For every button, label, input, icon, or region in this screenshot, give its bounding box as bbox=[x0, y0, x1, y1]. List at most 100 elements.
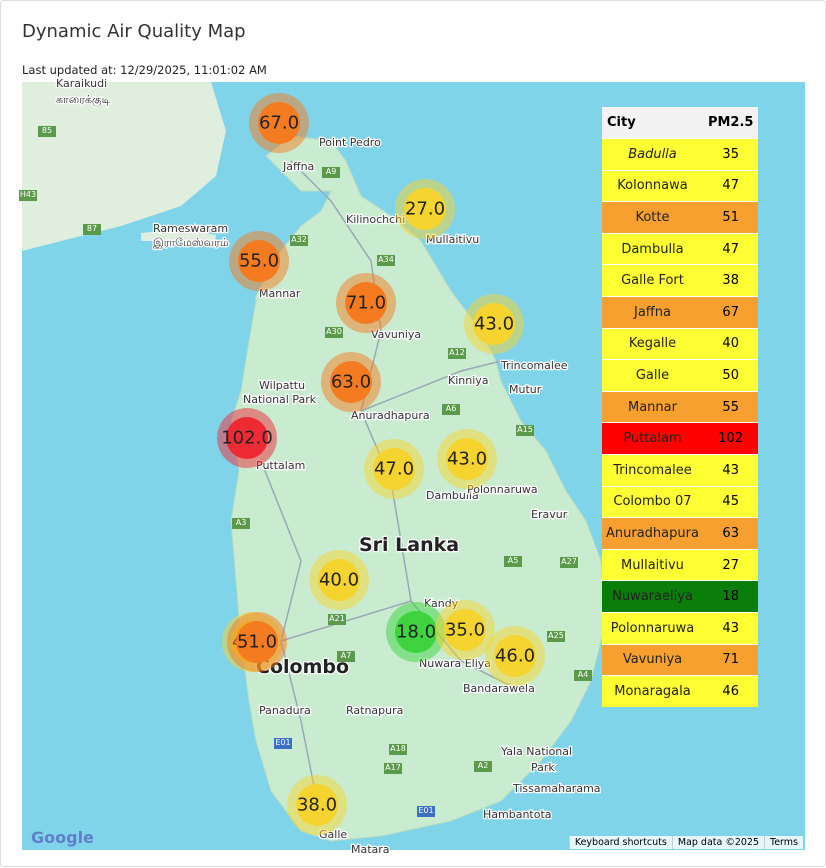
aq-marker[interactable]: 43.0 bbox=[437, 429, 497, 489]
pm-cell: 50 bbox=[702, 359, 759, 392]
road-label: A25 bbox=[548, 631, 564, 640]
road-label: A21 bbox=[329, 614, 345, 623]
road-label: A5 bbox=[508, 556, 519, 565]
city-cell: Galle bbox=[602, 359, 703, 392]
place-label: Nuwara Eliya bbox=[419, 657, 491, 670]
aq-marker[interactable]: 102.0 bbox=[217, 408, 277, 468]
aq-marker[interactable]: 51.0 bbox=[227, 612, 287, 672]
aq-marker[interactable]: 27.0 bbox=[395, 179, 455, 239]
aq-marker[interactable]: 18.0 bbox=[386, 602, 446, 662]
aq-marker[interactable]: 67.0 bbox=[249, 93, 309, 153]
aq-marker[interactable]: 40.0 bbox=[309, 550, 369, 610]
road-shield bbox=[448, 348, 466, 359]
table-row: Galle Fort 38 bbox=[602, 264, 759, 297]
aq-marker[interactable]: 47.0 bbox=[364, 439, 424, 499]
pm-cell: 47 bbox=[702, 232, 759, 265]
road-shield bbox=[19, 190, 37, 201]
place-label: இராமேஸ்வரம் bbox=[153, 236, 229, 249]
place-label: Vavuniya bbox=[371, 328, 421, 341]
road-label: E01 bbox=[418, 806, 433, 815]
road-label: A18 bbox=[390, 744, 406, 753]
city-cell: Colombo 07 bbox=[602, 485, 703, 518]
road-label: A3 bbox=[236, 518, 247, 527]
aq-marker[interactable]: 55.0 bbox=[229, 231, 289, 291]
table-row: Puttalam 102 bbox=[602, 422, 759, 455]
marker-label: 51.0 bbox=[237, 632, 277, 653]
table-row: Polonnaruwa 43 bbox=[602, 611, 759, 644]
marker-core bbox=[473, 303, 515, 345]
marker-label: 46.0 bbox=[495, 646, 535, 667]
aq-marker[interactable]: 46.0 bbox=[485, 626, 545, 686]
updated: Last updated at: 12/29/2025, 11:01:02 AM bbox=[22, 63, 267, 77]
table-row: Jaffna 67 bbox=[602, 295, 759, 329]
city-cell: Anuradhapura bbox=[602, 517, 703, 550]
pm-cell: 18 bbox=[702, 580, 759, 613]
aq-marker[interactable]: 63.0 bbox=[321, 352, 381, 412]
road-shield bbox=[547, 631, 565, 642]
aq-marker[interactable]: 38.0 bbox=[287, 775, 347, 835]
pm-cell: 51 bbox=[702, 201, 759, 234]
table-row: Kegalle 40 bbox=[602, 327, 759, 360]
place-label: Panadura bbox=[259, 704, 311, 717]
place-label: Anuradhapura bbox=[351, 409, 430, 422]
pm-cell: 102 bbox=[702, 422, 759, 455]
marker-core bbox=[404, 188, 446, 230]
road-shield bbox=[417, 806, 435, 817]
pm-cell: 55 bbox=[702, 390, 759, 423]
road-shield bbox=[377, 255, 395, 266]
city-cell: Mullaitivu bbox=[602, 548, 703, 581]
place-label: Mutur bbox=[509, 383, 542, 396]
aq-marker[interactable]: 71.0 bbox=[336, 273, 396, 333]
marker-core bbox=[258, 102, 300, 144]
marker-core bbox=[330, 361, 372, 403]
marker-core bbox=[238, 240, 280, 282]
city-cell: Dambulla bbox=[602, 232, 703, 265]
place-label: Rameswaram bbox=[153, 222, 228, 235]
pm-cell: 46 bbox=[702, 675, 759, 707]
pm-cell: 47 bbox=[702, 169, 759, 202]
marker-core bbox=[494, 635, 536, 677]
table-row: Galle 50 bbox=[602, 359, 759, 392]
table-row: Anuradhapura 63 bbox=[602, 517, 759, 550]
place-label: Park bbox=[531, 761, 555, 774]
link[interactable]: Keyboard shortcuts bbox=[568, 836, 672, 849]
city-cell: Jaffna bbox=[602, 295, 703, 329]
place-label: Tissamaharama bbox=[512, 782, 601, 795]
pm-table: City PM2.5 Badulla 35 Kolonnawa 47 Kotte 51 Damb… bbox=[602, 107, 759, 707]
pm-cell: 40 bbox=[702, 327, 759, 360]
place-label: Matara bbox=[351, 843, 390, 856]
road-shield bbox=[384, 763, 402, 774]
aq-marker[interactable]: 43.0 bbox=[464, 294, 524, 354]
road-label: A32 bbox=[291, 235, 307, 244]
place-label: Jaffna bbox=[282, 160, 314, 173]
road-shield bbox=[325, 327, 343, 338]
link[interactable]: Terms bbox=[764, 836, 803, 849]
place-label: Puttalam bbox=[256, 459, 305, 472]
road-shield bbox=[290, 235, 308, 246]
marker-label: 63.0 bbox=[331, 372, 371, 393]
aq-marker[interactable]: 35.0 bbox=[435, 600, 495, 660]
road-label: A2 bbox=[478, 761, 489, 770]
road-shield bbox=[38, 126, 56, 137]
table-row: Mullaitivu 27 bbox=[602, 548, 759, 581]
pm-cell: 67 bbox=[702, 295, 759, 329]
road-shield bbox=[232, 518, 250, 529]
col-header: City bbox=[602, 107, 703, 139]
table-row: Badulla 35 bbox=[602, 138, 759, 171]
pm-cell: 43 bbox=[702, 611, 759, 644]
place-label: National Park bbox=[243, 393, 317, 406]
marker-label: 43.0 bbox=[447, 449, 487, 470]
place-label: Wilpattu bbox=[259, 379, 305, 392]
road-shield bbox=[442, 404, 460, 415]
place-label: Trincomalee bbox=[500, 359, 568, 372]
place-label: Sri Lanka bbox=[359, 534, 459, 556]
road-label: 85 bbox=[42, 126, 52, 135]
city-cell: Badulla bbox=[602, 138, 703, 171]
marker-label: 18.0 bbox=[396, 622, 436, 643]
table-row: Mannar 55 bbox=[602, 390, 759, 423]
city-cell: Galle Fort bbox=[602, 264, 703, 297]
pm-cell: 27 bbox=[702, 548, 759, 581]
city-cell: Vavuniya bbox=[602, 643, 703, 676]
road-label: A4 bbox=[578, 670, 589, 679]
pm-cell: 71 bbox=[702, 643, 759, 676]
